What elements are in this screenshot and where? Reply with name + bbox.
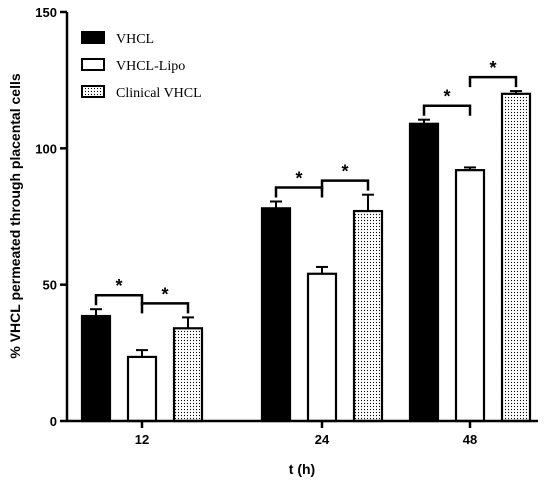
significance-bracket xyxy=(94,293,144,306)
x-tick-label: 48 xyxy=(463,432,477,447)
bar-clinical-vhcl-24 xyxy=(352,209,384,423)
significance-bracket xyxy=(468,75,518,88)
y-tick-label: 100 xyxy=(35,141,57,156)
x-axis-title: t (h) xyxy=(289,461,315,477)
significance-bracket xyxy=(320,179,370,191)
significance-label: * xyxy=(115,276,122,296)
legend: VHCL VHCL-Lipo Clinical VHCL xyxy=(81,31,202,101)
legend-label: Clinical VHCL xyxy=(116,86,202,101)
error-bars-layer xyxy=(90,90,522,357)
legend-swatch xyxy=(81,31,105,44)
y-tick-label: 50 xyxy=(43,278,57,293)
bar-vhcl-48 xyxy=(408,122,440,423)
significance-layer: * * * * * * xyxy=(94,58,518,314)
bar-vhcl-lipo-12 xyxy=(126,355,158,423)
significance-label: * xyxy=(443,87,450,107)
significance-bracket xyxy=(140,302,190,314)
x-tick-label: 12 xyxy=(135,432,149,447)
legend-swatch xyxy=(81,58,105,71)
bar-vhcl-lipo-48 xyxy=(454,169,486,423)
y-tick-label: 150 xyxy=(35,5,57,20)
legend-label: VHCL xyxy=(116,32,154,47)
significance-label: * xyxy=(341,162,348,182)
legend-swatch xyxy=(81,85,105,98)
significance-bracket xyxy=(422,104,472,116)
bar-clinical-vhcl-48 xyxy=(500,92,532,423)
bar-clinical-vhcl-12 xyxy=(172,327,204,423)
significance-label: * xyxy=(161,284,168,304)
legend-label: VHCL-Lipo xyxy=(116,59,185,74)
significance-label: * xyxy=(295,169,302,189)
significance-label: * xyxy=(489,58,496,78)
x-tick-label: 24 xyxy=(315,432,330,447)
y-axis-title: % VHCL permeated through placental cells xyxy=(7,73,23,358)
bars-layer xyxy=(80,92,532,423)
bar-vhcl-lipo-24 xyxy=(306,272,338,423)
bar-vhcl-24 xyxy=(260,207,292,423)
bar-vhcl-12 xyxy=(80,314,112,423)
axes-layer xyxy=(65,12,538,423)
ticks-layer: 0 50 100 150 12 24 48 xyxy=(35,5,477,447)
significance-bracket xyxy=(274,186,324,198)
y-tick-label: 0 xyxy=(50,414,57,429)
